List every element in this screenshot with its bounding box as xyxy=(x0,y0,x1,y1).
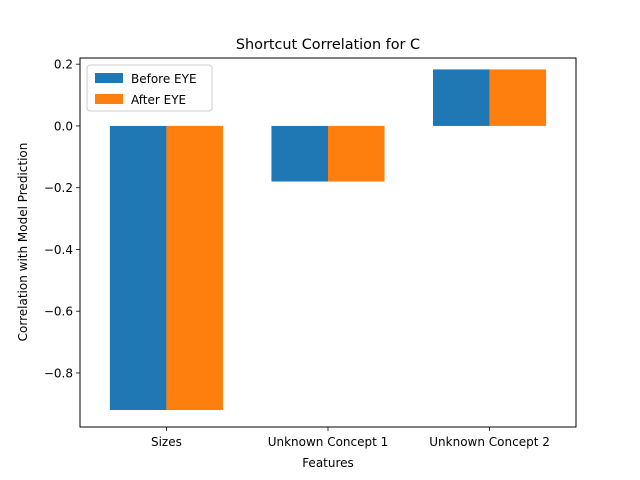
legend-label: After EYE xyxy=(131,93,186,107)
y-axis-label: Correlation with Model Prediction xyxy=(16,143,30,342)
y-axis: 0.2 0.0 −0.2 −0.4 −0.6 −0.8 xyxy=(44,58,80,380)
bar-after-eye-1 xyxy=(328,125,385,182)
bar-before-eye-1 xyxy=(271,125,328,182)
bar-before-eye-0 xyxy=(109,125,167,411)
legend-swatch xyxy=(95,73,123,83)
bar-after-eye-2 xyxy=(489,69,547,126)
y-tick-label: −0.4 xyxy=(44,243,73,257)
legend: Before EYE After EYE xyxy=(86,64,213,112)
chart-title: Shortcut Correlation for C xyxy=(236,37,420,53)
y-tick-label: −0.2 xyxy=(44,181,73,195)
legend-label: Before EYE xyxy=(131,72,197,86)
y-tick-label: −0.6 xyxy=(44,305,73,319)
x-tick-label: Unknown Concept 1 xyxy=(268,435,389,449)
x-axis: Sizes Unknown Concept 1 Unknown Concept 2 xyxy=(151,427,550,449)
y-tick-label: −0.8 xyxy=(44,366,73,380)
x-axis-label: Features xyxy=(302,456,354,470)
bar-after-eye-0 xyxy=(166,125,223,411)
y-tick-label: 0.0 xyxy=(54,119,73,133)
bar-before-eye-2 xyxy=(433,69,490,126)
x-tick-label: Unknown Concept 2 xyxy=(429,435,550,449)
y-tick-label: 0.2 xyxy=(54,58,73,72)
x-tick-label: Sizes xyxy=(151,435,182,449)
legend-swatch xyxy=(95,94,123,104)
bars-group xyxy=(109,69,547,411)
